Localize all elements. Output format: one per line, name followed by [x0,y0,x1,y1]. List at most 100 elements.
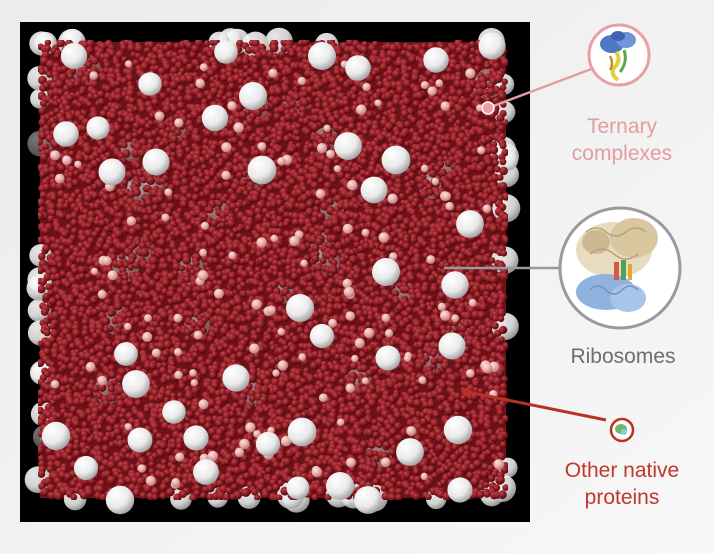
native-protein [67,171,74,178]
native-protein [204,130,212,137]
native-protein [212,257,219,265]
native-protein [472,141,480,149]
native-protein [353,203,360,210]
native-protein [85,389,93,397]
native-protein [272,259,279,267]
native-protein [133,308,142,317]
native-protein [329,249,338,258]
native-protein [203,40,211,47]
native-protein [179,200,188,209]
native-protein [57,164,66,172]
native-protein [460,184,467,191]
native-protein [336,303,344,311]
native-protein [152,369,161,378]
native-protein [228,82,236,90]
native-protein [142,214,151,222]
native-protein [500,226,507,233]
native-protein [412,226,422,236]
native-protein [150,129,159,138]
native-protein [241,200,248,208]
native-protein [182,291,189,299]
native-protein [64,281,72,288]
native-protein [319,257,327,265]
native-protein [212,130,220,138]
native-protein [221,244,228,251]
native-protein [300,411,308,418]
native-protein [489,275,499,285]
native-protein [239,281,247,289]
native-protein [384,301,393,310]
native-protein [66,73,74,80]
native-protein [376,201,385,210]
native-protein [255,327,263,335]
native-protein [85,229,93,238]
native-protein [95,242,104,250]
native-protein [236,226,243,233]
native-protein [70,218,79,227]
native-protein [311,388,319,396]
native-protein [255,213,264,222]
native-protein [494,74,503,83]
native-protein [116,117,124,124]
native-protein [193,186,200,194]
native-protein [250,249,257,256]
native-protein [79,412,87,420]
native-protein [314,199,321,206]
native-protein [180,48,188,56]
native-protein [386,75,394,83]
native-protein [408,299,416,307]
native-protein [403,236,410,244]
native-protein [61,230,69,239]
native-protein [353,273,361,281]
native-protein [305,200,314,208]
native-protein [114,105,121,112]
native-protein [420,42,428,50]
native-protein [275,170,285,180]
native-protein [275,147,283,154]
native-protein [40,308,49,316]
native-protein [213,327,220,334]
native-protein [254,207,263,216]
native-protein [38,237,44,244]
native-protein [331,188,339,196]
native-protein [253,118,263,127]
native-protein [349,249,356,256]
native-protein [224,259,234,269]
native-protein [125,311,133,319]
native-protein [191,193,200,202]
native-protein [234,297,243,306]
native-protein [311,172,320,181]
native-protein [127,264,134,271]
native-protein [257,286,265,294]
native-protein [353,236,361,244]
native-protein [284,67,294,76]
native-protein [188,326,195,334]
native-protein [431,230,440,239]
native-protein [174,230,182,238]
native-protein [494,166,501,173]
native-protein [200,241,209,250]
native-protein [84,242,93,251]
native-protein [256,200,266,210]
native-protein [427,381,436,390]
native-protein [235,188,243,196]
native-protein [499,84,507,91]
native-protein [237,78,245,85]
native-protein [330,177,337,184]
native-protein [42,292,51,301]
native-protein [76,101,83,109]
native-protein [132,105,139,113]
native-protein [38,198,46,207]
native-protein [403,218,411,226]
native-protein [498,345,507,354]
native-protein [166,321,173,329]
native-protein [489,145,499,155]
native-protein [115,327,122,334]
native-protein [373,153,381,161]
native-protein [70,211,79,220]
native-protein [209,182,217,191]
native-protein [201,178,208,185]
native-protein [422,221,432,230]
native-protein [473,156,481,164]
native-protein [343,105,352,114]
